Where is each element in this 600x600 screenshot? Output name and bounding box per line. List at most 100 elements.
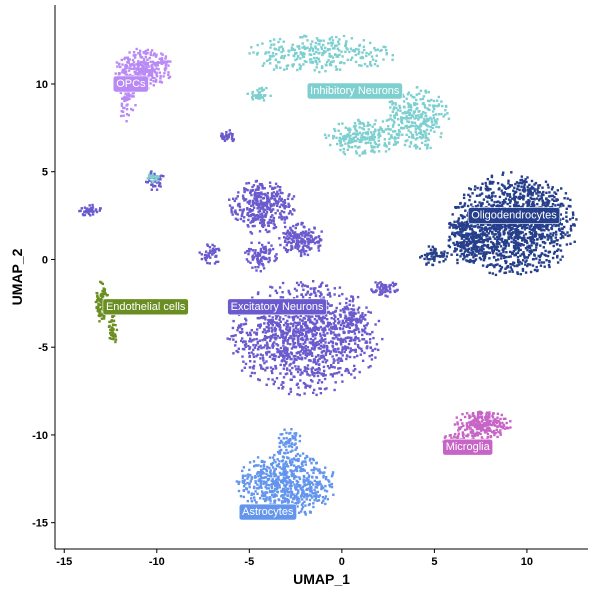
cell-point: [150, 72, 154, 75]
cell-point: [434, 254, 437, 257]
cell-point: [271, 328, 274, 332]
cell-point: [459, 223, 462, 226]
cell-point: [429, 248, 433, 252]
cell-point: [562, 204, 565, 207]
cell-point: [432, 99, 436, 103]
cell-point: [500, 203, 504, 207]
cell-point: [266, 322, 270, 325]
cell-point: [488, 271, 491, 275]
cell-point: [269, 197, 273, 200]
cell-point: [303, 60, 307, 63]
cell-point: [350, 330, 353, 333]
cell-point: [83, 213, 87, 217]
cell-point: [259, 357, 262, 360]
cell-point: [80, 207, 83, 210]
cell-point: [292, 297, 296, 300]
cell-point: [267, 350, 270, 353]
cell-point: [301, 295, 305, 299]
cell-point: [255, 179, 258, 183]
cell-point: [296, 338, 300, 341]
cell-point: [347, 128, 350, 131]
cell-point: [474, 250, 478, 253]
cell-point: [329, 352, 332, 355]
cell-point: [546, 202, 549, 205]
cell-point: [306, 373, 309, 376]
cell-point: [204, 257, 207, 260]
cell-point: [234, 344, 237, 347]
cell-point: [258, 209, 261, 212]
cell-point: [249, 337, 252, 340]
cell-point: [101, 307, 104, 310]
cell-point: [288, 369, 292, 372]
cell-point: [295, 351, 299, 355]
cell-point: [282, 211, 286, 214]
cell-point: [418, 92, 421, 95]
cell-point: [252, 343, 255, 347]
cell-point: [332, 60, 335, 63]
cell-point: [433, 130, 436, 133]
cell-point: [272, 216, 275, 220]
cell-point: [366, 133, 370, 136]
cell-point: [381, 337, 384, 341]
cell-point: [454, 224, 457, 227]
cell-point: [321, 350, 324, 353]
cell-point: [345, 357, 348, 361]
cell-point: [264, 250, 268, 254]
cell-point: [286, 235, 289, 238]
cell-point: [275, 315, 278, 318]
cell-point: [238, 205, 242, 208]
cell-point: [271, 371, 274, 375]
cell-point: [367, 121, 370, 124]
cell-point: [266, 343, 269, 346]
cell-point: [231, 213, 234, 216]
cell-point: [313, 358, 316, 361]
cell-point: [305, 384, 308, 387]
cell-point: [167, 64, 170, 67]
cell-point: [236, 350, 240, 354]
cell-point: [259, 183, 262, 187]
cell-point: [533, 233, 537, 237]
cell-point: [297, 283, 300, 287]
cell-point: [251, 201, 255, 205]
cell-point: [514, 223, 517, 227]
cell-point: [346, 346, 350, 349]
cell-point: [351, 132, 355, 136]
cell-point: [304, 344, 307, 348]
cell-point: [282, 323, 286, 327]
cell-point: [256, 340, 259, 344]
cell-point: [250, 214, 253, 217]
cell-point: [155, 67, 158, 70]
cell-point: [98, 313, 101, 316]
cell-point: [313, 371, 316, 375]
cell-point: [258, 191, 261, 195]
cell-point: [531, 238, 534, 241]
cell-point: [232, 334, 235, 338]
cell-point: [299, 52, 302, 55]
cell-point: [556, 249, 559, 252]
cell-point: [144, 49, 147, 53]
cell-point: [333, 314, 336, 317]
cell-point: [269, 185, 272, 188]
cell-point: [375, 343, 379, 346]
cell-point: [325, 344, 329, 348]
cell-point: [287, 205, 290, 208]
cell-point: [302, 342, 305, 346]
cell-point: [518, 195, 522, 198]
cell-point: [262, 208, 265, 211]
cell-point: [564, 192, 568, 195]
cell-point: [521, 269, 525, 272]
cell-point: [280, 360, 283, 363]
cell-point: [247, 218, 250, 222]
cell-point: [387, 125, 390, 128]
cell-point: [493, 265, 496, 269]
cell-point: [433, 107, 436, 111]
cell-point: [497, 230, 501, 234]
cell-point: [301, 55, 305, 59]
cell-point: [260, 224, 264, 227]
cell-point: [467, 238, 471, 241]
cell-point: [287, 240, 291, 244]
cell-point: [130, 95, 134, 98]
cell-point: [294, 245, 297, 248]
cell-point: [313, 242, 317, 245]
cell-point: [353, 122, 357, 125]
